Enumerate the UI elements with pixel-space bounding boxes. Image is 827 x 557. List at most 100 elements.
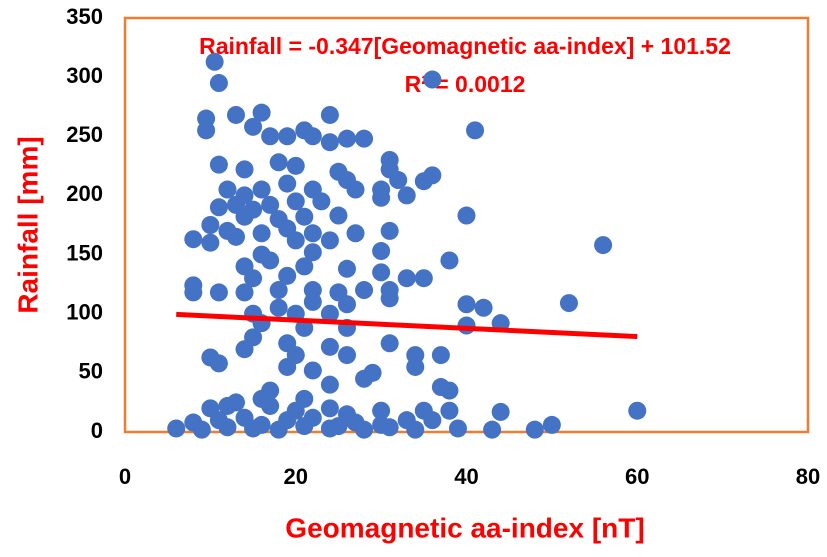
point: [372, 242, 391, 261]
point: [244, 117, 263, 136]
point: [286, 401, 305, 420]
point: [218, 396, 237, 415]
point: [380, 221, 399, 240]
point: [457, 295, 476, 314]
point: [312, 192, 331, 211]
point: [337, 259, 356, 278]
point: [269, 153, 288, 172]
point: [261, 195, 280, 214]
point: [397, 269, 416, 288]
point: [286, 231, 305, 250]
point: [320, 133, 339, 152]
point: [235, 160, 254, 179]
point: [295, 207, 314, 226]
point: [167, 419, 186, 438]
point: [209, 283, 228, 302]
point: [337, 346, 356, 365]
point: [457, 206, 476, 225]
point: [474, 298, 493, 317]
point: [414, 269, 433, 288]
point: [303, 243, 322, 262]
point: [559, 294, 578, 313]
y-tick-label: 250: [66, 122, 103, 147]
point: [261, 251, 280, 270]
point: [355, 129, 374, 148]
point: [320, 337, 339, 356]
y-tick-label: 100: [66, 300, 103, 325]
point: [542, 415, 561, 434]
point: [278, 127, 297, 146]
point: [380, 334, 399, 353]
point: [252, 415, 271, 434]
point: [329, 206, 348, 225]
point: [184, 230, 203, 249]
point: [252, 180, 271, 199]
point: [448, 419, 467, 438]
point: [320, 399, 339, 418]
trend-line: [176, 311, 638, 340]
y-tick-label: 0: [91, 418, 103, 443]
point: [320, 375, 339, 394]
point: [252, 103, 271, 122]
point: [423, 70, 442, 89]
y-tick-label: 200: [66, 181, 103, 206]
point: [320, 231, 339, 250]
y-tick-label: 300: [66, 63, 103, 88]
point: [209, 354, 228, 373]
point: [226, 227, 245, 246]
point: [269, 420, 288, 439]
point: [406, 420, 425, 439]
point: [337, 129, 356, 148]
point: [380, 289, 399, 308]
point: [483, 420, 502, 439]
point: [406, 357, 425, 376]
point: [397, 186, 416, 205]
point: [201, 216, 220, 234]
point: [269, 298, 288, 317]
point: [278, 174, 297, 193]
point: [320, 304, 339, 323]
point: [355, 281, 374, 300]
point: [209, 198, 228, 217]
x-tick-label: 20: [284, 464, 308, 489]
y-tick-label: 150: [66, 240, 103, 265]
point: [278, 266, 297, 285]
point: [372, 415, 391, 434]
point: [355, 420, 374, 439]
point: [209, 155, 228, 174]
equation: Rainfall = -0.347[Geomagnetic aa-index] …: [199, 33, 731, 59]
point: [346, 224, 365, 243]
point: [303, 224, 322, 243]
x-tick-label: 80: [796, 464, 820, 489]
point: [337, 405, 356, 424]
point: [226, 105, 245, 124]
x-tick-label: 60: [625, 464, 649, 489]
point: [440, 401, 459, 420]
x-tick-label: 0: [119, 464, 131, 489]
point: [209, 74, 228, 93]
point: [197, 121, 216, 140]
point: [235, 283, 254, 302]
plot-border: [123, 16, 810, 434]
point: [303, 361, 322, 380]
point: [431, 346, 450, 365]
point: [184, 283, 203, 302]
point: [218, 180, 237, 199]
point: [423, 411, 442, 430]
x-tick-label: 40: [454, 464, 478, 489]
point: [372, 401, 391, 420]
point: [218, 418, 237, 437]
point: [355, 369, 374, 388]
point: [372, 263, 391, 282]
point: [372, 188, 391, 207]
point: [466, 121, 485, 140]
point: [192, 420, 211, 439]
point: [286, 192, 305, 211]
point: [303, 292, 322, 311]
point: [295, 318, 314, 337]
point: [389, 171, 408, 190]
y-tick-label: 350: [66, 4, 103, 29]
point: [269, 281, 288, 300]
